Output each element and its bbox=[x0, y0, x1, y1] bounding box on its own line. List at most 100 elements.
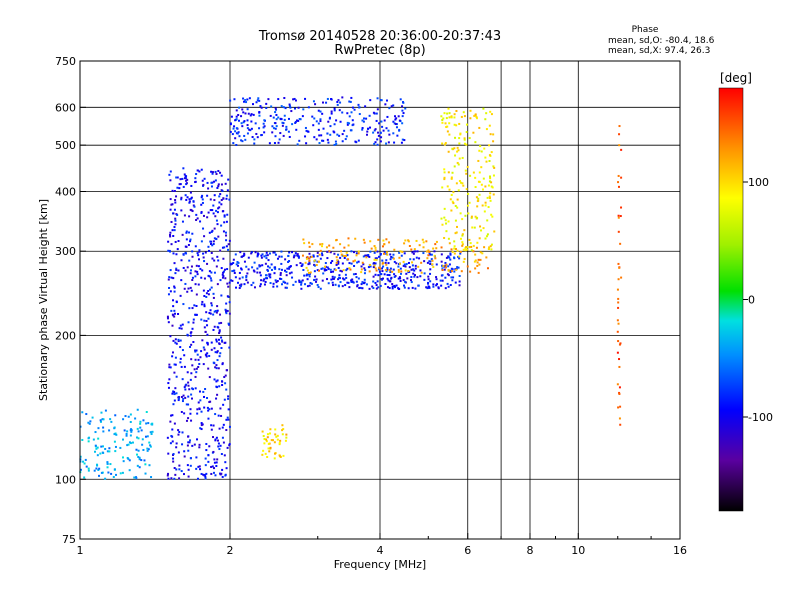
scatter-point bbox=[391, 287, 394, 290]
scatter-point bbox=[304, 97, 307, 100]
scatter-point bbox=[347, 244, 350, 247]
scatter-point bbox=[228, 198, 231, 201]
scatter-point bbox=[395, 284, 398, 287]
scatter-point bbox=[329, 268, 332, 271]
scatter-point bbox=[212, 204, 215, 207]
scatter-point bbox=[212, 361, 215, 364]
scatter-point bbox=[326, 266, 329, 269]
scatter-point bbox=[215, 367, 218, 370]
scatter-point bbox=[194, 350, 197, 353]
scatter-point bbox=[461, 244, 464, 247]
scatter-point bbox=[226, 446, 229, 449]
scatter-point bbox=[211, 257, 214, 260]
scatter-point bbox=[215, 338, 218, 341]
scatter-point bbox=[618, 133, 621, 136]
scatter-point bbox=[450, 248, 453, 251]
scatter-point bbox=[448, 188, 451, 191]
scatter-point bbox=[492, 133, 495, 136]
scatter-point bbox=[271, 439, 274, 442]
scatter-point bbox=[172, 390, 175, 393]
scatter-point bbox=[346, 112, 349, 115]
scatter-point bbox=[415, 239, 418, 242]
scatter-point bbox=[263, 442, 266, 445]
scatter-point bbox=[401, 122, 404, 125]
scatter-point bbox=[452, 202, 455, 205]
scatter-point bbox=[459, 252, 462, 255]
scatter-point bbox=[243, 120, 246, 123]
scatter-point bbox=[433, 254, 436, 257]
scatter-point bbox=[350, 129, 353, 132]
scatter-point bbox=[454, 136, 457, 139]
scatter-point bbox=[316, 260, 319, 263]
scatter-point bbox=[488, 144, 491, 147]
scatter-point bbox=[301, 279, 304, 282]
scatter-point bbox=[195, 218, 198, 221]
scatter-point bbox=[333, 276, 336, 279]
scatter-point bbox=[275, 118, 278, 121]
scatter-point bbox=[618, 392, 621, 395]
scatter-point bbox=[201, 194, 204, 197]
scatter-point bbox=[399, 250, 402, 253]
scatter-point bbox=[401, 101, 404, 104]
scatter-point bbox=[319, 287, 322, 290]
scatter-point bbox=[203, 319, 206, 322]
scatter-point bbox=[206, 406, 209, 409]
scatter-point bbox=[257, 97, 260, 100]
scatter-point bbox=[201, 300, 204, 303]
scatter-point bbox=[489, 110, 492, 113]
scatter-point bbox=[372, 131, 375, 134]
scatter-point bbox=[167, 293, 170, 296]
scatter-point bbox=[400, 272, 403, 275]
scatter-point bbox=[148, 464, 151, 467]
scatter-point bbox=[331, 284, 334, 287]
scatter-point bbox=[410, 268, 413, 271]
scatter-point bbox=[394, 118, 397, 121]
scatter-point bbox=[440, 253, 443, 256]
scatter-point bbox=[378, 255, 381, 258]
scatter-point bbox=[414, 274, 417, 277]
scatter-point bbox=[171, 392, 174, 395]
scatter-point bbox=[319, 118, 322, 121]
scatter-point bbox=[139, 420, 142, 423]
scatter-point bbox=[617, 406, 620, 409]
scatter-point bbox=[189, 286, 192, 289]
scatter-point bbox=[215, 464, 218, 467]
scatter-point bbox=[114, 445, 117, 448]
scatter-point bbox=[427, 278, 430, 281]
scatter-point bbox=[189, 269, 192, 272]
scatter-point bbox=[89, 420, 92, 423]
scatter-point bbox=[446, 112, 449, 115]
scatter-point bbox=[223, 221, 226, 224]
scatter-point bbox=[380, 136, 383, 139]
scatter-point bbox=[215, 311, 218, 314]
scatter-point bbox=[466, 165, 469, 168]
scatter-point bbox=[183, 450, 186, 453]
scatter-point bbox=[412, 252, 415, 255]
scatter-point bbox=[427, 254, 430, 257]
scatter-point bbox=[423, 272, 426, 275]
scatter-point bbox=[83, 462, 86, 465]
scatter-point bbox=[307, 130, 310, 133]
scatter-point bbox=[208, 311, 211, 314]
scatter-point bbox=[441, 186, 444, 189]
scatter-point bbox=[428, 252, 431, 255]
scatter-point bbox=[348, 115, 351, 118]
scatter-point bbox=[206, 262, 209, 265]
scatter-point bbox=[175, 253, 178, 256]
scatter-point bbox=[488, 247, 491, 250]
scatter-point bbox=[419, 275, 422, 278]
scatter-point bbox=[173, 315, 176, 318]
scatter-point bbox=[355, 276, 358, 279]
scatter-point bbox=[177, 338, 180, 341]
scatter-point bbox=[265, 438, 268, 441]
scatter-point bbox=[319, 110, 322, 113]
scatter-point bbox=[254, 251, 257, 254]
scatter-point bbox=[411, 268, 414, 271]
scatter-point bbox=[215, 436, 218, 439]
scatter-point bbox=[369, 126, 372, 129]
scatter-point bbox=[466, 204, 469, 207]
scatter-point bbox=[218, 206, 221, 209]
scatter-point bbox=[150, 433, 153, 436]
scatter-point bbox=[397, 287, 400, 290]
scatter-point bbox=[315, 120, 318, 123]
